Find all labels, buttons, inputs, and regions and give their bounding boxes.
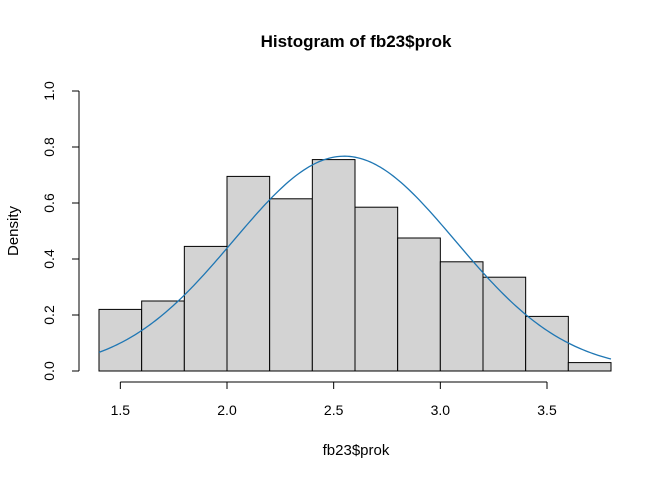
histogram-bar xyxy=(183,245,228,372)
histogram-bar xyxy=(525,315,569,372)
y-tick-label: 1.0 xyxy=(41,81,57,101)
histogram-bar xyxy=(141,300,185,372)
histogram-bar xyxy=(439,261,484,372)
curve-layer xyxy=(98,155,612,360)
histogram-bar xyxy=(567,362,612,372)
density-curve xyxy=(98,155,612,360)
histogram-bar xyxy=(354,206,399,372)
histogram-bar xyxy=(311,159,356,372)
y-tick-label: 0.8 xyxy=(41,137,57,157)
x-tick-label: 1.5 xyxy=(111,402,131,418)
x-tick-label: 3.5 xyxy=(537,402,557,418)
chart-title: Histogram of fb23$prok xyxy=(261,32,452,51)
histogram-bar xyxy=(98,308,143,372)
histogram-bar xyxy=(482,276,527,372)
y-tick-label: 0.2 xyxy=(41,305,57,325)
y-tick-label: 0.4 xyxy=(41,249,57,269)
histogram-bar xyxy=(269,198,313,372)
bars-group xyxy=(98,159,612,372)
x-tick-label: 2.0 xyxy=(217,402,237,418)
x-tick-label: 3.0 xyxy=(431,402,451,418)
y-tick-label: 0.0 xyxy=(41,361,57,381)
x-axis: 1.5 2.0 2.5 3.0 3.5 xyxy=(111,381,557,418)
x-tick-label: 2.5 xyxy=(324,402,344,418)
y-tick-label: 0.6 xyxy=(41,193,57,213)
y-axis-label: Density xyxy=(5,205,22,256)
histogram-bar xyxy=(226,175,271,372)
x-axis-label: fb23$prok xyxy=(323,442,390,459)
histogram-bar xyxy=(397,237,441,372)
y-axis: 0.0 0.2 0.4 0.6 0.8 1.0 xyxy=(41,81,80,381)
